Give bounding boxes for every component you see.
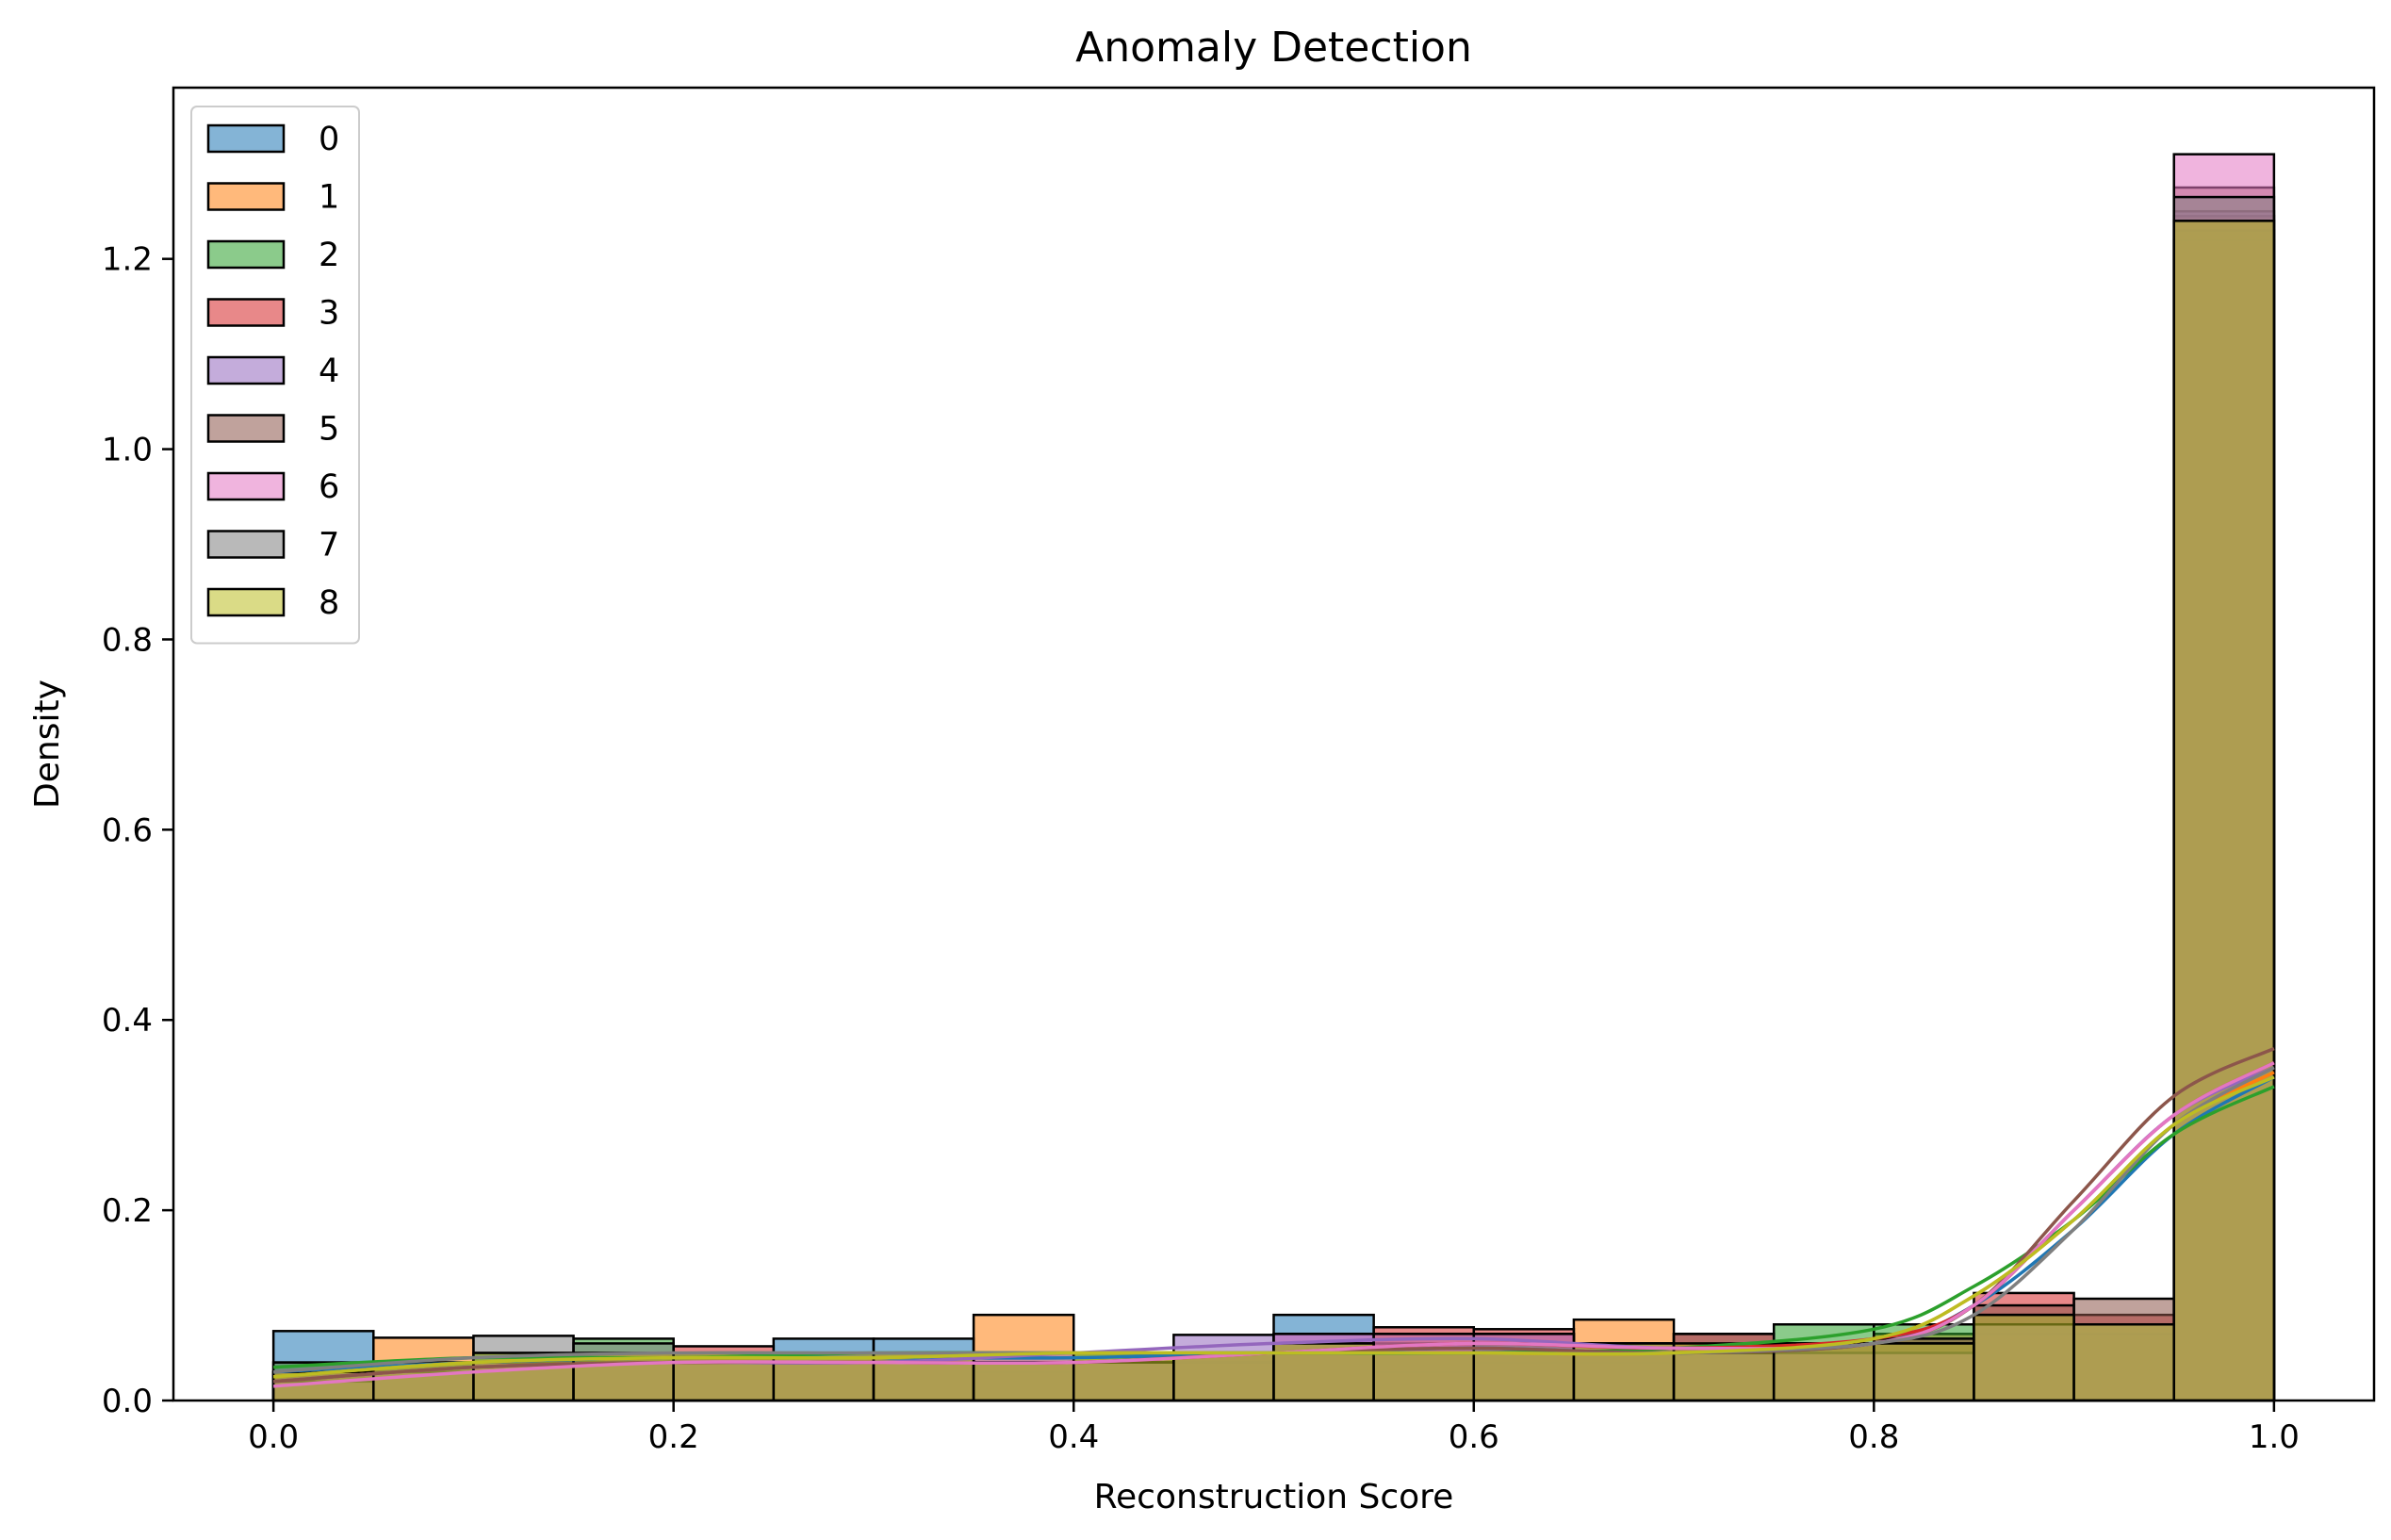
kde-layer	[273, 1046, 2275, 1388]
bar-8-11	[1372, 1352, 1476, 1402]
bar-8-4	[672, 1352, 776, 1402]
bar-8-9	[1172, 1352, 1275, 1402]
legend-swatch-2	[206, 239, 286, 270]
x-axis-ticks: 0.0 0.2 0.4 0.6 0.8 1.0	[248, 1401, 2300, 1456]
x-tick-label-4: 0.8	[1848, 1418, 1899, 1456]
bar-8-15	[1772, 1342, 1875, 1402]
legend-swatch-1	[206, 182, 286, 211]
legend-label-5: 5	[319, 411, 339, 449]
legend-swatch-4	[206, 355, 286, 385]
bar-8-5	[772, 1352, 876, 1402]
legend-swatch-6	[206, 471, 286, 501]
bar-8-12	[1472, 1352, 1576, 1402]
legend-swatch-0	[206, 123, 286, 154]
y-tick-label-4: 0.8	[102, 621, 153, 659]
y-tick-label-3: 0.6	[102, 811, 153, 849]
y-axis-ticks: 0.0 0.2 0.4 0.6 0.8 1.0 1.2	[102, 241, 173, 1420]
y-axis-label: Density	[28, 680, 67, 809]
legend-label-6: 6	[319, 468, 339, 506]
x-axis-label: Reconstruction Score	[1094, 1478, 1454, 1516]
bar-series-8	[271, 220, 2276, 1402]
legend-swatch-5	[206, 414, 286, 443]
legend-swatch-7	[206, 530, 286, 559]
legend-label-0: 0	[319, 121, 339, 158]
x-tick-label-1: 0.2	[648, 1418, 699, 1456]
bar-8-19	[2172, 220, 2276, 1402]
bar-8-7	[972, 1361, 1075, 1402]
x-tick-label-3: 0.6	[1449, 1418, 1499, 1456]
x-tick-label-5: 1.0	[2249, 1418, 2300, 1456]
x-tick-label-0: 0.0	[248, 1418, 299, 1456]
y-tick-label-0: 0.0	[102, 1383, 153, 1420]
y-tick-label-5: 1.0	[102, 432, 153, 469]
y-tick-label-6: 1.2	[102, 241, 153, 279]
kde-line-8	[273, 1075, 2275, 1379]
legend-swatch-3	[206, 298, 286, 327]
y-tick-label-2: 0.4	[102, 1002, 153, 1040]
chart-title: Anomaly Detection	[1075, 24, 1472, 72]
x-tick-label-2: 0.4	[1048, 1418, 1099, 1456]
legend: 0 1 2 3 4 5 6 7 8	[190, 106, 360, 645]
bar-8-18	[2072, 1322, 2175, 1402]
legend-label-2: 2	[319, 237, 339, 274]
legend-label-3: 3	[319, 295, 339, 333]
bar-8-17	[1973, 1313, 2075, 1402]
legend-label-8: 8	[319, 584, 339, 622]
bar-8-16	[1873, 1342, 1975, 1402]
legend-label-1: 1	[319, 179, 339, 217]
y-tick-label-1: 0.2	[102, 1192, 153, 1230]
legend-label-7: 7	[319, 527, 339, 565]
legend-label-4: 4	[319, 352, 339, 390]
legend-swatch-8	[206, 587, 286, 617]
kde-line-6	[273, 1061, 2275, 1388]
plot-frame	[172, 86, 2376, 1402]
